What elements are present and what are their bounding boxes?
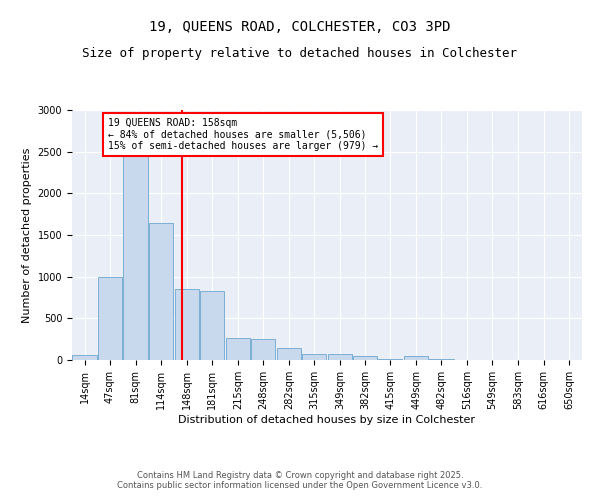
Bar xyxy=(404,356,428,360)
Bar xyxy=(175,289,199,360)
Bar xyxy=(378,359,403,360)
Bar xyxy=(124,152,148,360)
X-axis label: Distribution of detached houses by size in Colchester: Distribution of detached houses by size … xyxy=(179,414,476,424)
Bar xyxy=(226,338,250,360)
Bar xyxy=(429,359,454,360)
Text: Size of property relative to detached houses in Colchester: Size of property relative to detached ho… xyxy=(83,48,517,60)
Bar xyxy=(200,291,224,360)
Bar xyxy=(149,222,173,360)
Bar xyxy=(353,356,377,360)
Bar xyxy=(251,339,275,360)
Bar xyxy=(73,356,97,360)
Bar xyxy=(277,348,301,360)
Text: Contains HM Land Registry data © Crown copyright and database right 2025.
Contai: Contains HM Land Registry data © Crown c… xyxy=(118,470,482,490)
Bar xyxy=(98,276,122,360)
Text: 19 QUEENS ROAD: 158sqm
← 84% of detached houses are smaller (5,506)
15% of semi-: 19 QUEENS ROAD: 158sqm ← 84% of detached… xyxy=(108,118,378,150)
Y-axis label: Number of detached properties: Number of detached properties xyxy=(22,148,32,322)
Bar xyxy=(328,354,352,360)
Bar xyxy=(302,354,326,360)
Text: 19, QUEENS ROAD, COLCHESTER, CO3 3PD: 19, QUEENS ROAD, COLCHESTER, CO3 3PD xyxy=(149,20,451,34)
